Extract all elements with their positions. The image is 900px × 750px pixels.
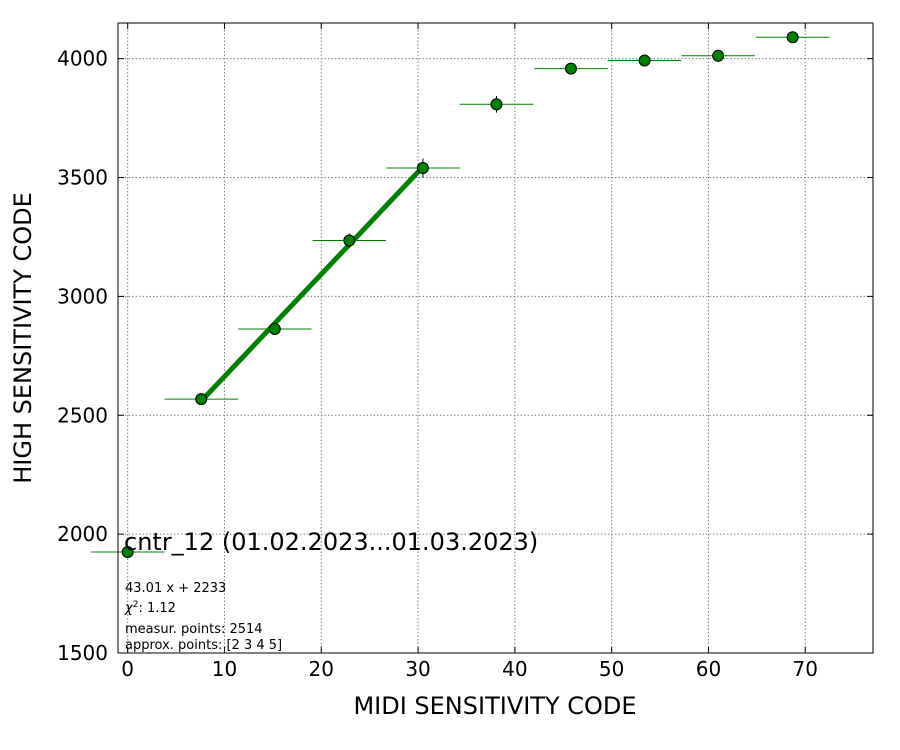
x-tick-label: 50 — [599, 657, 624, 681]
x-tick-label: 0 — [121, 657, 134, 681]
x-tick-label: 70 — [793, 657, 818, 681]
y-tick-label: 3500 — [57, 166, 108, 190]
ticks — [118, 23, 873, 654]
tick-labels: 0 10 20 30 40 50 60 70 1500 2000 2500 3000 3500 4000 — [57, 47, 818, 681]
chi2-value: 1.12 — [147, 601, 176, 616]
measur-points: measur. points: 2514 — [125, 622, 263, 637]
y-tick-label: 2000 — [57, 522, 108, 546]
fit-line — [198, 164, 426, 404]
y-tick-label: 2500 — [57, 403, 108, 427]
data-point-4 — [343, 234, 356, 247]
data-point-3 — [268, 322, 281, 335]
x-tick-label: 30 — [405, 657, 430, 681]
x-tick-label: 60 — [696, 657, 721, 681]
data-points — [121, 31, 799, 558]
y-tick-label: 3000 — [57, 284, 108, 308]
x-tick-label: 10 — [212, 657, 237, 681]
y-tick-label: 1500 — [57, 641, 108, 665]
error-bars — [90, 34, 830, 553]
chi2-annotation: χ2: 1.12 — [124, 600, 176, 616]
data-point-1 — [121, 545, 134, 558]
data-point-10 — [786, 31, 799, 44]
fit-layer — [198, 164, 426, 404]
x-tick-label: 20 — [309, 657, 334, 681]
fit-equation: 43.01 x + 2233 — [125, 581, 226, 596]
data-point-2 — [195, 393, 208, 406]
y-tick-label: 4000 — [57, 47, 108, 71]
data-point-6 — [490, 98, 503, 111]
chart-title: cntr_12 (01.02.2023...01.03.2023) — [124, 528, 538, 556]
grid — [118, 23, 873, 653]
data-point-5 — [416, 162, 429, 175]
y-axis-title: HIGH SENSITIVITY CODE — [9, 192, 37, 484]
data-point-7 — [565, 62, 577, 75]
data-point-9 — [712, 49, 725, 62]
chi2-separator: : — [138, 601, 147, 616]
chi2-symbol: χ — [124, 601, 134, 616]
approx-points: approx. points: [2 3 4 5] — [125, 638, 282, 653]
x-axis-title: MIDI SENSITIVITY CODE — [353, 692, 636, 720]
plot-frame — [117, 22, 874, 654]
data-point-8 — [638, 54, 651, 67]
x-tick-label: 40 — [502, 657, 527, 681]
chi2-exponent: 2 — [133, 600, 139, 610]
